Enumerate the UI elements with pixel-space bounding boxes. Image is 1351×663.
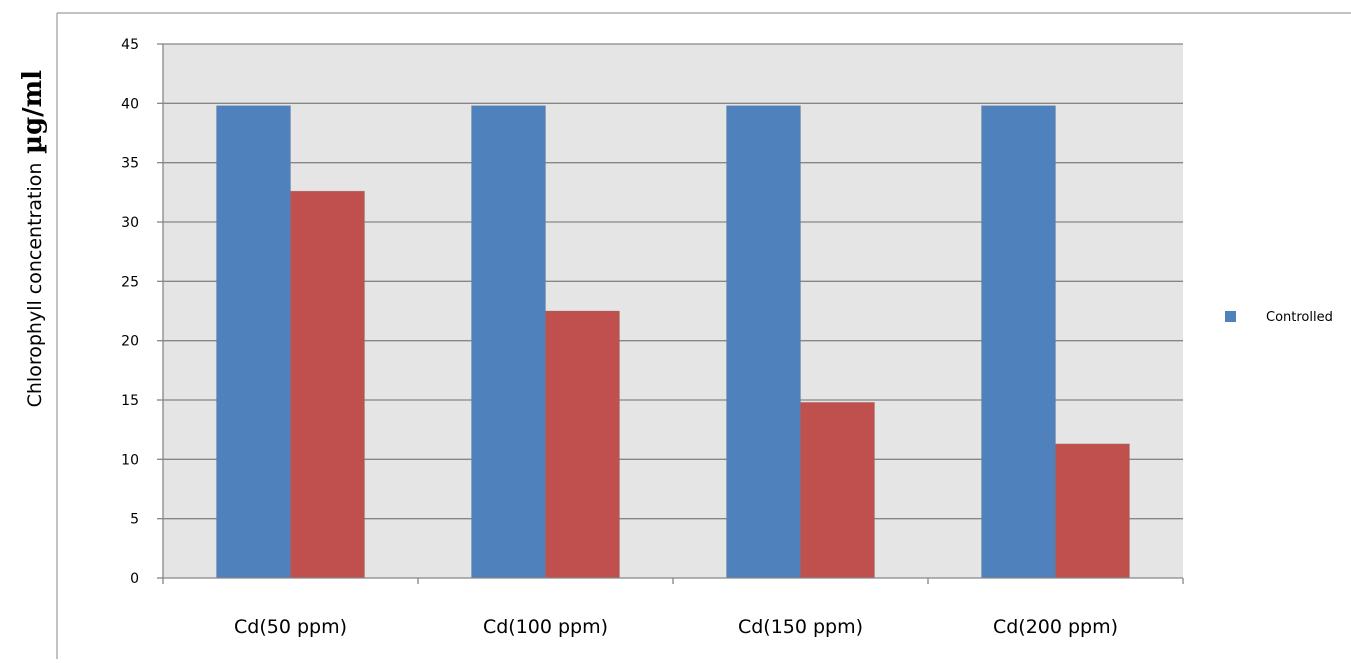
y-tick-label: 0 [130, 571, 139, 587]
y-tick-label: 5 [130, 512, 139, 528]
x-category-label: Cd(50 ppm) [234, 616, 347, 638]
x-category-label: Cd(150 ppm) [738, 616, 863, 638]
bar-series2-4 [1055, 443, 1130, 579]
bar-series2-2 [545, 310, 620, 579]
legend-swatch-controlled [1225, 311, 1236, 322]
x-category-label: Cd(100 ppm) [483, 616, 608, 638]
y-tick-label: 40 [121, 96, 139, 112]
legend-label: Controlled [1266, 310, 1333, 325]
bar-series2-1 [290, 190, 365, 579]
y-axis-unit: µg/ml [18, 70, 48, 154]
y-tick-label: 10 [121, 452, 139, 468]
bar-controlled-4 [981, 105, 1056, 579]
y-tick-label: 15 [121, 393, 139, 409]
bar-controlled-1 [216, 105, 291, 579]
y-tick-label: 35 [121, 156, 139, 172]
y-tick-label: 30 [121, 215, 139, 231]
y-axis-title: Chlorophyll concentration [24, 163, 46, 408]
bar-controlled-2 [471, 105, 546, 579]
bar-controlled-3 [726, 105, 801, 579]
y-tick-label: 25 [121, 274, 139, 290]
y-tick-label: 45 [121, 37, 139, 53]
y-tick-label: 20 [121, 334, 139, 350]
x-category-label: Cd(200 ppm) [993, 616, 1118, 638]
bar-series2-3 [800, 402, 875, 579]
